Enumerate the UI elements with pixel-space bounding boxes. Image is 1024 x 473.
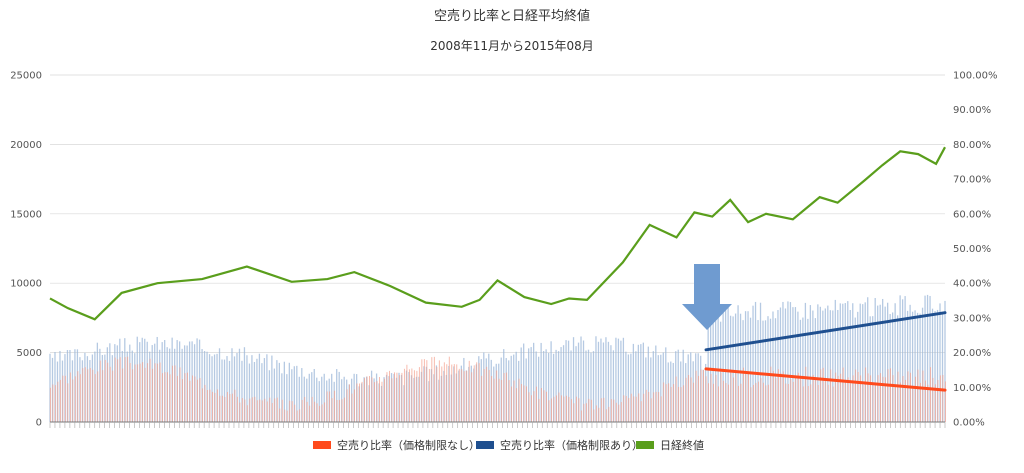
right-tick-label: 80.00% bbox=[953, 140, 991, 151]
plot-area bbox=[49, 146, 947, 392]
right-tick-label: 10.00% bbox=[953, 383, 991, 394]
right-axis: 0.00% 10.00% 20.00% 30.00% 40.00% 50.00% 60.00… bbox=[953, 71, 998, 429]
x-axis bbox=[49, 421, 946, 428]
left-axis: 0 5000 10000 15000 20000 25000 bbox=[10, 71, 42, 429]
legend-swatch-no-limit bbox=[313, 441, 331, 449]
ratio-bars bbox=[49, 294, 946, 422]
left-tick-label: 10000 bbox=[10, 279, 42, 290]
right-tick-label: 60.00% bbox=[953, 209, 991, 220]
right-tick-label: 20.00% bbox=[953, 348, 991, 359]
chart-title: 空売り比率と日経平均終値 bbox=[434, 8, 590, 24]
chart-subtitle: 2008年11月から2015年08月 bbox=[430, 39, 594, 53]
left-tick-label: 25000 bbox=[10, 71, 42, 82]
trend-line-no-limit bbox=[704, 367, 947, 392]
legend-swatch-nikkei bbox=[636, 441, 654, 449]
left-tick-label: 15000 bbox=[10, 209, 42, 220]
left-tick-label: 5000 bbox=[17, 348, 42, 359]
right-tick-label: 30.00% bbox=[953, 313, 991, 324]
right-tick-label: 90.00% bbox=[953, 105, 991, 116]
series-line-nikkei bbox=[49, 146, 946, 321]
trend-line-limit bbox=[704, 311, 947, 352]
left-tick-label: 20000 bbox=[10, 140, 42, 151]
legend-swatch-limit bbox=[476, 441, 494, 449]
down-arrow-icon bbox=[682, 264, 732, 330]
legend-label-limit: 空売り比率（価格制限あり） bbox=[500, 438, 643, 452]
legend-label-nikkei: 日経終値 bbox=[660, 438, 704, 452]
legend: 空売り比率（価格制限なし） 空売り比率（価格制限あり） 日経終値 bbox=[313, 438, 704, 452]
right-tick-label: 70.00% bbox=[953, 175, 991, 186]
right-tick-label: 100.00% bbox=[953, 71, 998, 82]
legend-label-no-limit: 空売り比率（価格制限なし） bbox=[337, 438, 480, 452]
right-tick-label: 0.00% bbox=[953, 418, 985, 429]
right-tick-label: 40.00% bbox=[953, 279, 991, 290]
left-tick-label: 0 bbox=[36, 418, 42, 429]
right-tick-label: 50.00% bbox=[953, 244, 991, 255]
